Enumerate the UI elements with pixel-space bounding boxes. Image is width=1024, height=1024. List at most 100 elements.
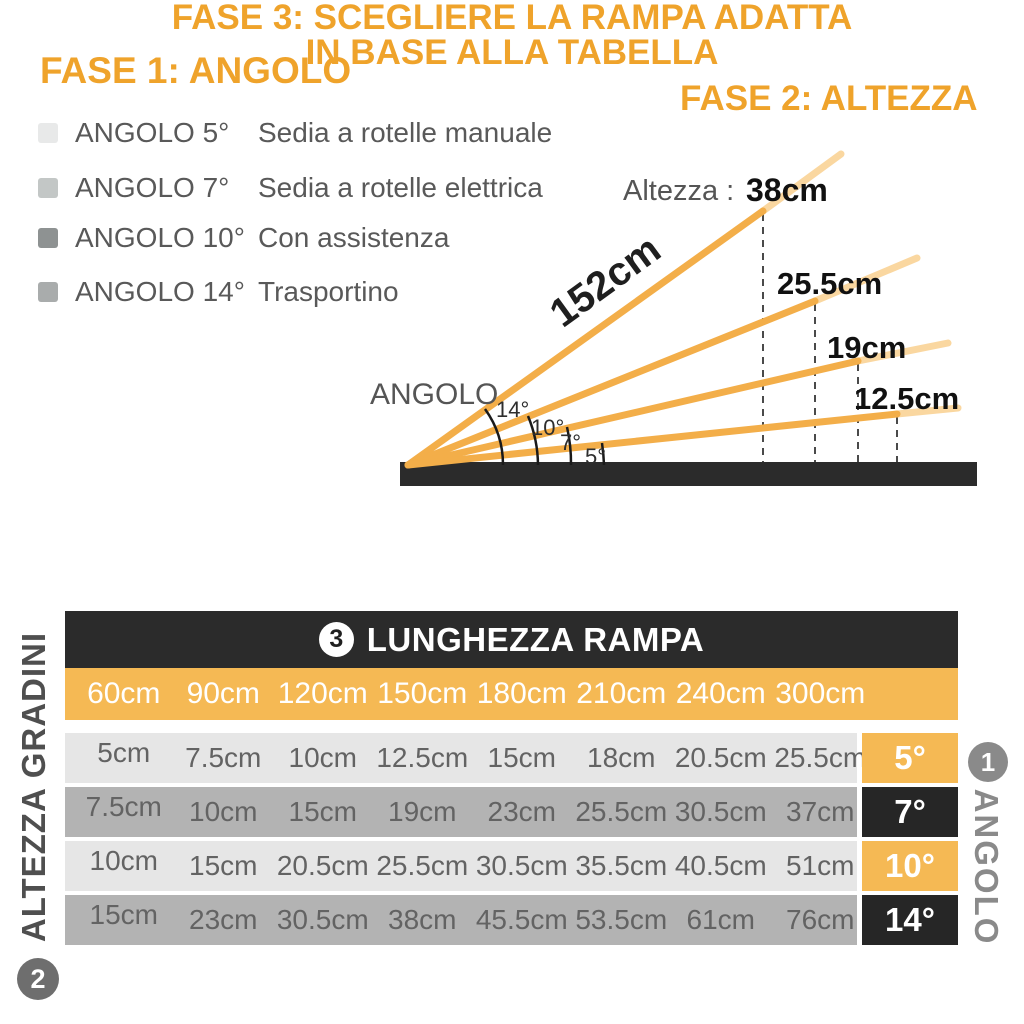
table-cell: 19cm xyxy=(388,796,457,827)
table-cell: 10cm xyxy=(89,845,158,876)
fase3-title-line2: IN BASE ALLA TABELLA xyxy=(305,33,719,72)
table-cell: 25.5cm xyxy=(376,850,469,881)
row-background xyxy=(65,895,857,945)
col-header: 90cm xyxy=(186,677,260,710)
legend-desc: Sedia a rotelle manuale xyxy=(258,117,553,148)
table-cell: 40.5cm xyxy=(674,850,767,881)
legend-desc: Sedia a rotelle elettrica xyxy=(258,172,543,203)
angle-cell-14: 14° xyxy=(862,895,958,945)
table-cell: 76cm xyxy=(786,904,855,935)
legend-row-14deg: ANGOLO 14° Trasportino xyxy=(38,276,399,307)
height-12-5: 12.5cm xyxy=(854,381,959,416)
altezza-label: Altezza : xyxy=(623,175,734,207)
col-header: 120cm xyxy=(277,677,368,710)
table-cell: 51cm xyxy=(786,850,855,881)
height-dashed-lines xyxy=(762,214,898,462)
table-cell: 15cm xyxy=(89,899,158,930)
row-cells: 7.5cm 10cm 15cm 19cm 23cm 25.5cm 30.5cm … xyxy=(74,787,870,837)
fase3-title-line1: FASE 3: SCEGLIERE LA RAMPA ADATTA xyxy=(171,0,853,37)
height-38: 38cm xyxy=(746,172,828,208)
table-cell: 30.5cm xyxy=(276,904,369,935)
badge-3-icon: 3 xyxy=(318,622,354,657)
fase3-title: FASE 3: SCEGLIERE LA RAMPA ADATTA IN BAS… xyxy=(0,0,1024,70)
col-header: 180cm xyxy=(476,677,567,710)
table-cell: 12.5cm xyxy=(376,742,469,773)
table-cell: 25.5cm xyxy=(774,742,867,773)
row-background xyxy=(65,841,857,891)
table-cell: 37cm xyxy=(786,796,855,827)
col-header: 300cm xyxy=(775,677,866,710)
height-25-5: 25.5cm xyxy=(777,266,882,301)
angle-cell-10: 10° xyxy=(862,841,958,891)
table-cell: 61cm xyxy=(686,904,755,935)
badge-2-icon: 2 xyxy=(17,958,59,1000)
left-axis-label: ALTEZZA GRADINI xyxy=(15,631,52,943)
swatch-14deg xyxy=(38,282,58,302)
table-column-header-row: 60cm 90cm 120cm 150cm 180cm 210cm 240cm … xyxy=(65,668,958,720)
table-cell: 15cm xyxy=(189,850,258,881)
table-cell: 23cm xyxy=(189,904,258,935)
right-axis-label: ANGOLO xyxy=(968,788,1005,946)
legend-angle-label: ANGOLO 10° xyxy=(75,222,245,253)
table-cell: 7.5cm xyxy=(85,791,162,822)
legend-desc: Con assistenza xyxy=(258,222,450,253)
angolo-label: ANGOLO xyxy=(370,378,498,411)
table-cell: 35.5cm xyxy=(575,850,668,881)
legend-angle-label: ANGOLO 5° xyxy=(75,117,230,148)
table-cell: 23cm xyxy=(487,796,556,827)
arc-label-14: 14° xyxy=(496,397,529,422)
col-header: 60cm xyxy=(87,677,161,710)
arc-label-5: 5° xyxy=(585,444,606,469)
table-cell: 45.5cm xyxy=(475,904,568,935)
table-cell: 18cm xyxy=(587,742,656,773)
col-header: 240cm xyxy=(675,677,766,710)
badge-1-icon: 1 xyxy=(968,742,1008,782)
col-header: 210cm xyxy=(576,677,667,710)
legend-angle-label: ANGOLO 14° xyxy=(75,276,245,307)
ground-bar xyxy=(400,462,977,486)
table-cell: 5cm xyxy=(97,737,151,768)
angle-cell-5: 5° xyxy=(862,733,958,783)
row-cells: 10cm 15cm 20.5cm 25.5cm 30.5cm 35.5cm 40… xyxy=(74,841,870,891)
legend-row-10deg: ANGOLO 10° Con assistenza xyxy=(38,222,450,253)
column-headers: 60cm 90cm 120cm 150cm 180cm 210cm 240cm … xyxy=(74,668,870,720)
row-background xyxy=(65,733,857,783)
height-19: 19cm xyxy=(827,330,906,365)
table-cell: 53.5cm xyxy=(575,904,668,935)
ramp-length-table: 3 LUNGHEZZA RAMPA 60cm 90cm 120cm 150cm … xyxy=(65,611,958,949)
table-cell: 30.5cm xyxy=(475,850,568,881)
row-background xyxy=(65,787,857,837)
table-cell: 38cm xyxy=(388,904,457,935)
row-cells: 5cm 7.5cm 10cm 12.5cm 15cm 18cm 20.5cm 2… xyxy=(74,733,870,783)
ramp-line-tips xyxy=(759,150,962,418)
legend-row-7deg: ANGOLO 7° Sedia a rotelle elettrica xyxy=(38,172,543,203)
table-cell: 15cm xyxy=(288,796,357,827)
swatch-5deg xyxy=(38,123,58,143)
table-cell: 20.5cm xyxy=(674,742,767,773)
col-header: 150cm xyxy=(377,677,468,710)
legend-row-5deg: ANGOLO 5° Sedia a rotelle manuale xyxy=(38,117,553,148)
table-cell: 10cm xyxy=(189,796,258,827)
table-cell: 15cm xyxy=(487,742,556,773)
table-header-bar: 3 LUNGHEZZA RAMPA xyxy=(65,611,958,668)
swatch-7deg xyxy=(38,178,58,198)
table-header-title: LUNGHEZZA RAMPA xyxy=(366,620,705,658)
arc-label-7: 7° xyxy=(560,430,581,455)
table-cell: 7.5cm xyxy=(185,742,262,773)
ramp-lines xyxy=(404,207,901,469)
table-cell: 25.5cm xyxy=(575,796,668,827)
row-cells: 15cm 23cm 30.5cm 38cm 45.5cm 53.5cm 61cm… xyxy=(74,895,870,945)
angle-arcs xyxy=(483,408,606,466)
angle-cell-7: 7° xyxy=(862,787,958,837)
legend-desc: Trasportino xyxy=(258,276,399,307)
arc-label-10: 10° xyxy=(531,415,564,440)
table-cell: 20.5cm xyxy=(276,850,369,881)
fase2-title: FASE 2: ALTEZZA xyxy=(680,79,978,118)
legend-angle-label: ANGOLO 7° xyxy=(75,172,230,203)
table-cell: 30.5cm xyxy=(674,796,767,827)
swatch-10deg xyxy=(38,228,58,248)
table-cell: 10cm xyxy=(288,742,357,773)
fase1-title: FASE 1: ANGOLO xyxy=(40,50,352,91)
ramp-angle-diagram: 14° 10° 7° 5° ANGOLO 152cm Altezza : 38c… xyxy=(370,150,977,486)
